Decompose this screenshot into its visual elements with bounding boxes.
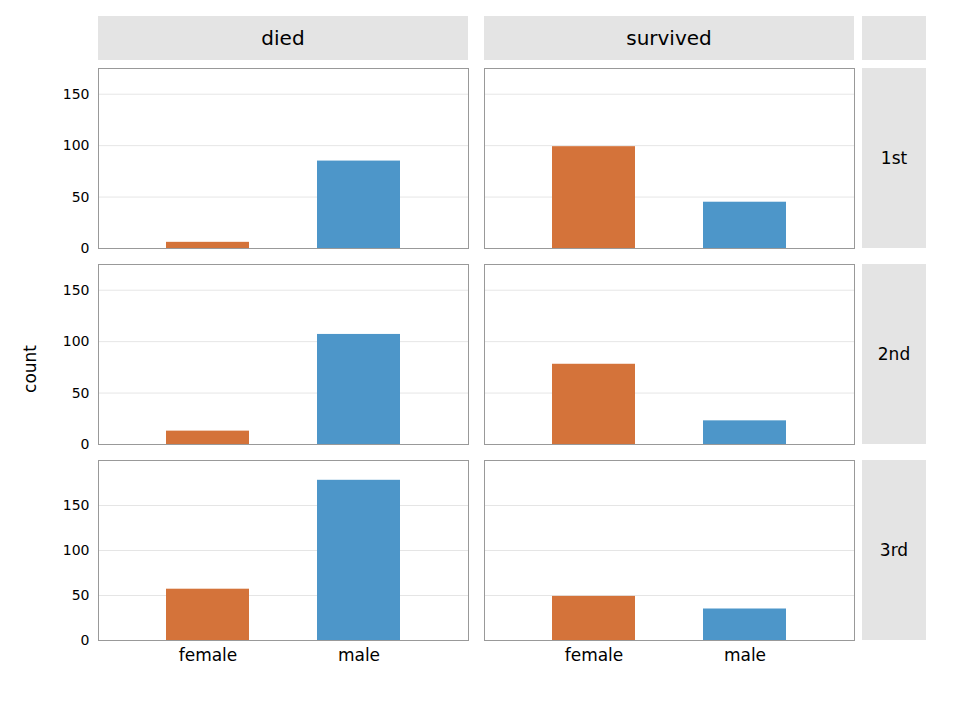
svg-text:0: 0 [81,240,90,256]
svg-text:female: female [179,645,238,665]
svg-text:100: 100 [63,137,90,153]
html-text:count: count [20,345,40,393]
svg-text:0: 0 [81,436,90,452]
html-text:1st: 1st [880,148,908,168]
svg-text:100: 100 [63,333,90,349]
svg-text:150: 150 [63,86,90,102]
svg-text:50: 50 [72,587,90,603]
svg-text:150: 150 [63,497,90,513]
html-text:died: died [261,26,305,50]
svg-text:male: male [338,645,380,665]
html-text:2nd: 2nd [877,344,911,364]
html-text:survived: survived [626,26,712,50]
svg-text:50: 50 [72,189,90,205]
html-text:3rd: 3rd [879,540,909,560]
svg-text:100: 100 [63,542,90,558]
svg-text:0: 0 [81,632,90,648]
svg-text:50: 50 [72,385,90,401]
svg-text:female: female [565,645,624,665]
svg-text:150: 150 [63,282,90,298]
svg-text:male: male [724,645,766,665]
